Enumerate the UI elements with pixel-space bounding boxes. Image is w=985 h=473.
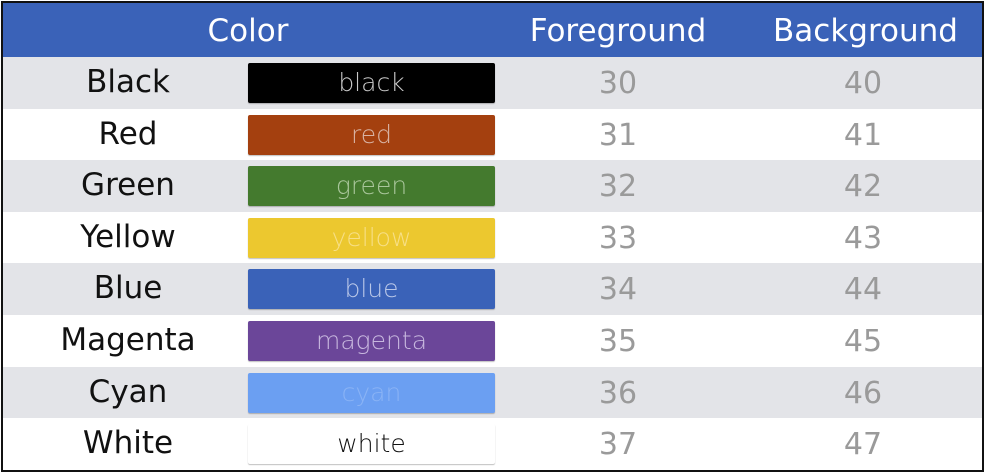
background-code: 40 — [843, 66, 883, 101]
color-swatch: cyan — [248, 372, 495, 413]
color-swatch: black — [248, 63, 495, 103]
color-swatch: green — [248, 166, 495, 207]
background-code: 45 — [843, 323, 883, 359]
table-row: Cyan cyan 36 46 — [3, 366, 982, 419]
color-swatch: red — [248, 114, 495, 155]
table-row: Black black 30 40 — [3, 57, 982, 109]
header-foreground: Foreground — [529, 13, 707, 49]
color-swatch: blue — [248, 269, 495, 310]
foreground-code: 34 — [598, 272, 638, 308]
foreground-code: 37 — [598, 427, 638, 463]
color-swatch: white — [248, 424, 495, 465]
background-code: 43 — [843, 220, 883, 256]
color-name: Magenta — [60, 321, 196, 358]
table-row: Green green 32 42 — [3, 160, 982, 212]
color-swatch: magenta — [248, 320, 495, 361]
table-body: Black black 30 40 Red red 31 41 Green green 32 42… — [3, 57, 982, 470]
color-name: Red — [98, 115, 158, 152]
foreground-code: 35 — [598, 323, 638, 359]
table-row: Yellow yellow 33 43 — [3, 211, 982, 264]
background-code: 44 — [843, 272, 883, 308]
background-code: 47 — [843, 427, 883, 463]
color-name: Blue — [93, 270, 163, 307]
color-name: Green — [81, 167, 175, 204]
table-row: White white 37 47 — [3, 418, 982, 470]
background-code: 41 — [843, 117, 883, 153]
background-code: 42 — [843, 169, 883, 205]
header-color: Color — [207, 13, 289, 49]
header-background: Background — [773, 13, 958, 49]
foreground-code: 32 — [598, 169, 638, 205]
table-row: Red red 31 41 — [3, 108, 982, 161]
foreground-code: 30 — [598, 66, 638, 101]
table-row: Blue blue 34 44 — [3, 263, 982, 315]
color-name: Black — [86, 64, 170, 100]
color-name: White — [82, 425, 174, 462]
foreground-code: 31 — [598, 117, 638, 153]
table-header: Color Foreground Background — [3, 3, 982, 57]
foreground-code: 33 — [598, 220, 638, 256]
color-name: Yellow — [80, 218, 176, 255]
color-swatch: yellow — [248, 217, 495, 258]
background-code: 46 — [843, 375, 883, 411]
table-row: Magenta magenta 35 45 — [3, 314, 982, 367]
color-name: Cyan — [88, 373, 168, 410]
foreground-code: 36 — [598, 375, 638, 411]
